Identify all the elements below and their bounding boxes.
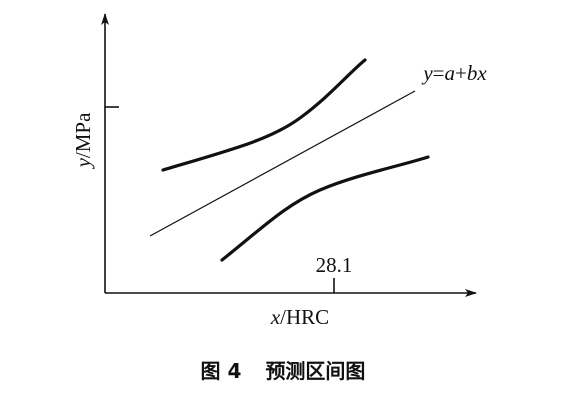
x-axis-label: x/HRC xyxy=(270,305,329,329)
upper-bound xyxy=(161,58,367,172)
regression-line xyxy=(149,90,416,237)
line-label: y=a+bx xyxy=(421,61,487,85)
lower-bound xyxy=(220,155,430,262)
y-axis-label: y/MPa xyxy=(71,112,95,170)
x-marker-label: 28.1 xyxy=(316,253,353,277)
caption: 图 4 预测区间图 xyxy=(201,359,366,383)
